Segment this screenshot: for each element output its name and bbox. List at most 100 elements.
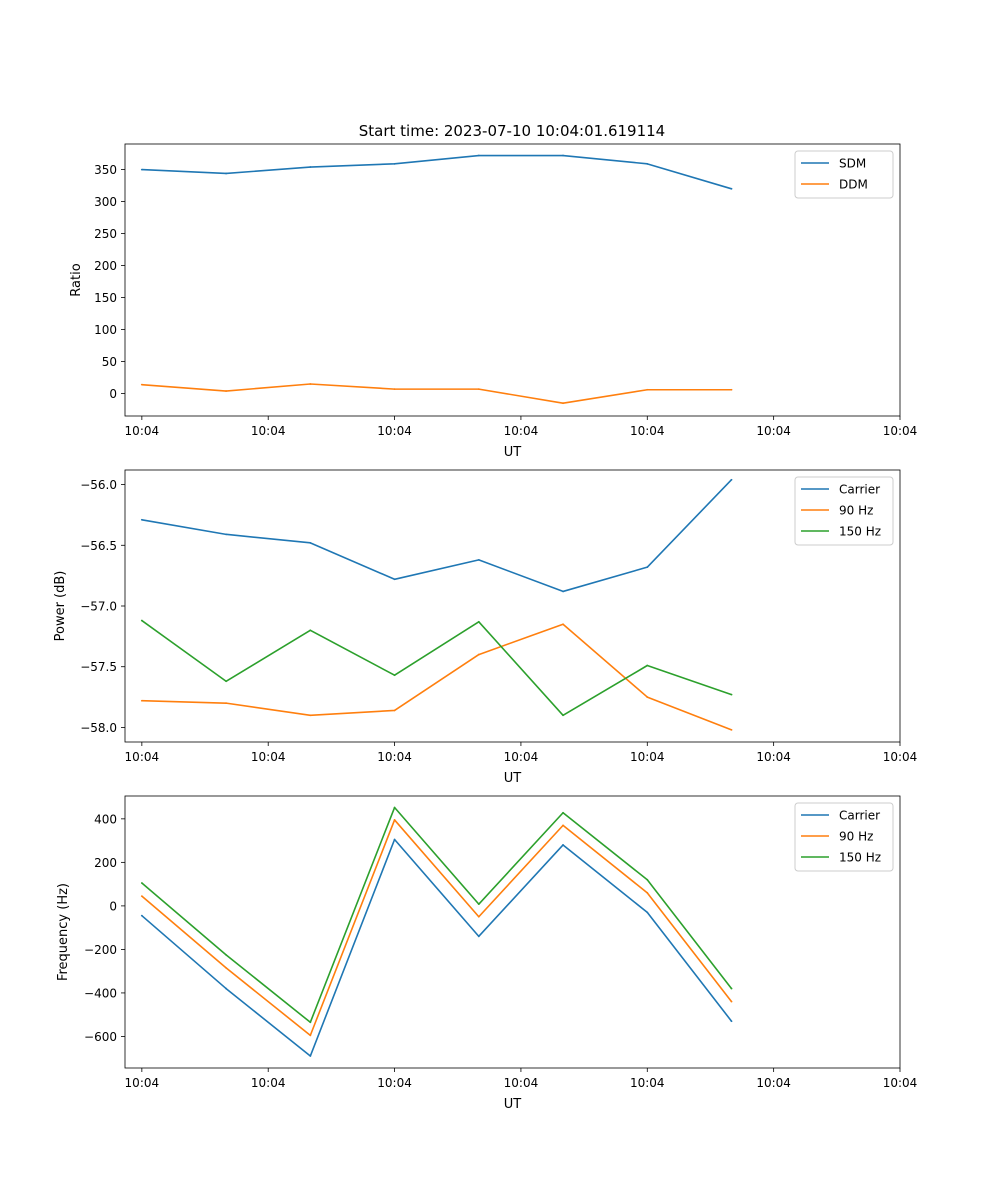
x-tick-label: 10:04 — [504, 424, 539, 438]
data-point — [730, 388, 733, 391]
data-point — [393, 819, 396, 821]
data-point — [477, 915, 480, 918]
data-point — [477, 903, 480, 906]
data-point — [477, 935, 480, 938]
data-point — [730, 1020, 733, 1023]
data-point — [309, 541, 312, 544]
y-tick-label: −200 — [84, 943, 117, 957]
y-tick-label: 0 — [109, 387, 117, 401]
x-tick-label: 10:04 — [883, 1076, 918, 1090]
y-tick-label: −400 — [84, 986, 117, 1000]
subplots: 10:04 10:04 10:04 10:04 10:04 10:04 10:04 0 50 10… — [53, 143, 918, 1112]
series-line-carrier — [141, 838, 733, 1057]
data-point — [730, 693, 733, 696]
data-point — [393, 162, 396, 165]
data-point — [562, 844, 564, 846]
data-point — [225, 680, 227, 683]
x-tick-label: 10:04 — [125, 1076, 160, 1090]
y-tick-label: 200 — [94, 259, 117, 273]
legend: Carrier 90 Hz 150 Hz — [794, 802, 894, 872]
data-point — [225, 953, 227, 956]
data-point — [646, 696, 649, 698]
data-point — [140, 518, 143, 521]
data-point — [730, 1000, 733, 1003]
y-tick-label: −56.5 — [80, 539, 117, 553]
y-axis-label: Power (dB) — [53, 571, 68, 642]
legend-label: SDM — [839, 157, 866, 171]
legend: Carrier 90 Hz 150 Hz — [794, 476, 894, 546]
x-tick-label: 10:04 — [756, 424, 791, 438]
x-tick-label: 10:04 — [883, 424, 918, 438]
y-axis-label: Ratio — [69, 263, 84, 296]
data-point — [309, 383, 312, 385]
series-line-150-hz — [141, 806, 733, 1024]
legend-label: 90 Hz — [839, 504, 873, 518]
y-tick-label: 50 — [102, 355, 117, 369]
data-point — [646, 891, 649, 894]
legend-label: DDM — [839, 178, 868, 192]
series-line-150-hz — [141, 619, 732, 717]
data-point — [646, 162, 649, 165]
legend-box — [794, 802, 894, 872]
x-tick-label: 10:04 — [377, 750, 412, 764]
data-point — [309, 714, 312, 717]
data-point — [646, 566, 649, 569]
data-point — [477, 154, 480, 157]
x-tick-label: 10:04 — [630, 1076, 665, 1090]
data-point — [562, 590, 564, 593]
y-tick-label: −600 — [84, 1030, 117, 1044]
x-tick-label: 10:04 — [504, 1076, 539, 1090]
x-tick-label: 10:04 — [377, 1076, 412, 1090]
data-point — [225, 987, 227, 990]
data-point — [225, 390, 227, 392]
data-point — [477, 653, 480, 656]
x-axis-label: UT — [504, 1097, 522, 1112]
y-tick-label: −58.0 — [80, 721, 117, 735]
legend-label: 90 Hz — [839, 830, 873, 844]
data-point — [309, 166, 312, 168]
data-point — [562, 402, 564, 405]
data-point — [562, 811, 564, 814]
x-tick-label: 10:04 — [125, 424, 160, 438]
axes-frame — [124, 143, 901, 417]
series-line-sdm — [141, 154, 732, 190]
legend-label: 150 Hz — [839, 851, 881, 865]
series-line-90-hz — [141, 819, 733, 1037]
x-tick-label: 10:04 — [251, 750, 286, 764]
subplot-2: 10:04 10:04 10:04 10:04 10:04 10:04 10:04 −58.0… — [53, 469, 917, 786]
y-tick-label: 200 — [94, 856, 117, 870]
x-axis-label: UT — [504, 771, 522, 786]
data-point — [393, 709, 396, 712]
x-tick-label: 10:04 — [630, 424, 665, 438]
legend-box — [794, 476, 894, 546]
x-tick-label: 10:04 — [251, 424, 286, 438]
data-point — [140, 882, 143, 884]
data-point — [730, 728, 733, 731]
legend: SDM DDM — [794, 150, 894, 199]
x-tick-label: 10:04 — [630, 750, 665, 764]
data-point — [309, 1055, 312, 1057]
data-point — [225, 967, 227, 969]
x-axis-label: UT — [504, 445, 522, 460]
data-point — [393, 388, 396, 391]
x-tick-label: 10:04 — [377, 424, 412, 438]
series-line-90-hz — [141, 623, 732, 731]
legend-label: Carrier — [839, 483, 880, 497]
data-point — [477, 620, 480, 623]
data-point — [730, 987, 733, 990]
data-point — [562, 154, 564, 157]
figure-title: Start time: 2023-07-10 10:04:01.619114 — [359, 122, 665, 140]
data-point — [140, 168, 143, 171]
legend-label: 150 Hz — [839, 525, 881, 539]
data-point — [562, 623, 564, 626]
data-point — [477, 558, 480, 561]
axes-frame — [124, 795, 901, 1069]
data-point — [393, 838, 396, 841]
data-point — [140, 895, 143, 897]
y-tick-label: 150 — [94, 291, 117, 305]
data-point — [646, 664, 649, 667]
x-tick-label: 10:04 — [251, 1076, 286, 1090]
data-point — [646, 878, 649, 881]
subplot-3: 10:04 10:04 10:04 10:04 10:04 10:04 10:04 −600 −… — [56, 795, 918, 1112]
data-point — [225, 533, 227, 536]
